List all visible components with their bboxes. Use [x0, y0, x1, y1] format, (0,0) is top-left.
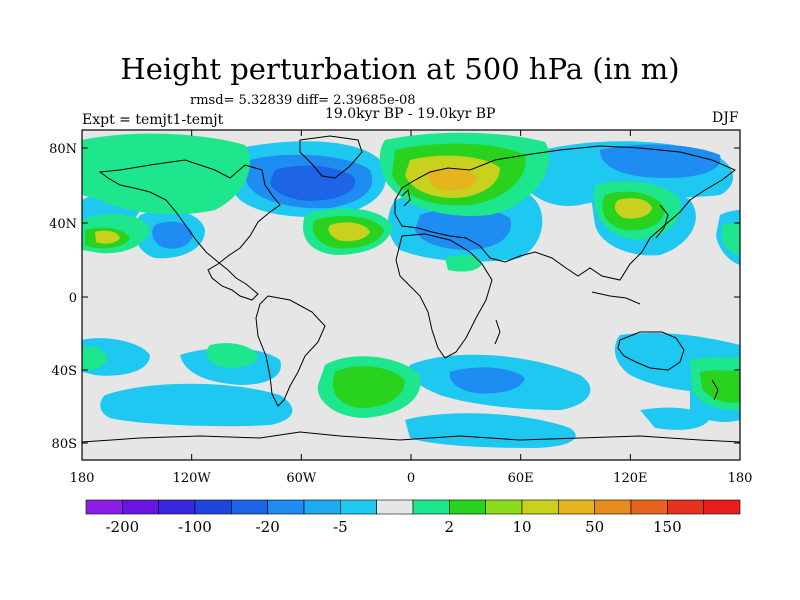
colorbar-swatch: [85, 499, 123, 515]
y-tick-label: 40S: [52, 364, 77, 379]
coastline-japan: [655, 204, 669, 239]
coastline-indonesia: [591, 291, 641, 305]
x-tick-label: 60W: [286, 471, 317, 486]
x-tick-label: 180: [728, 471, 753, 486]
y-axis-ticks: 80N 40N 0 40S 80S: [49, 142, 740, 452]
y-tick-label: 80S: [52, 437, 77, 452]
colorbar-swatch: [231, 499, 268, 515]
coastline-uk: [401, 188, 411, 207]
colorbar-label: 10: [512, 518, 532, 536]
colorbar-swatch: [194, 499, 232, 515]
colorbar-swatch: [158, 499, 196, 515]
x-tick-label: 180: [70, 471, 95, 486]
colorbar-swatch: [267, 499, 305, 515]
coastline-africa: [395, 233, 493, 359]
y-tick-label: 0: [69, 291, 77, 306]
colorbar-swatch: [521, 499, 559, 515]
colorbar-label: -100: [178, 518, 212, 536]
coastline-australia: [617, 331, 685, 371]
colorbar-label: -200: [105, 518, 140, 536]
colorbar: [85, 499, 741, 515]
x-tick-label: 0: [407, 471, 415, 486]
season-label: DJF: [712, 110, 739, 126]
colorbar-swatch: [667, 499, 704, 515]
negative-anomaly-strong: [270, 165, 356, 201]
colorbar-label: -20: [255, 518, 280, 536]
rmsd-diff-label: rmsd= 5.32839 diff= 2.39685e-08: [190, 93, 416, 108]
experiment-label: Expt = temjt1-temjt: [82, 112, 224, 128]
coastline-north-america: [98, 159, 281, 301]
colorbar-swatch: [449, 499, 486, 515]
colorbar-swatch: [412, 499, 450, 515]
y-tick-label: 40N: [49, 217, 77, 232]
x-tick-label: 60E: [508, 471, 534, 486]
colorbar-swatch: [303, 499, 341, 515]
colorbar-swatch: [703, 499, 741, 515]
colorbar-label: -5: [333, 518, 348, 536]
x-tick-label: 120W: [173, 471, 212, 486]
coastline-greenland: [299, 135, 363, 179]
colorbar-swatch: [630, 499, 668, 515]
colorbar-swatch: [340, 499, 377, 515]
colorbar-label: 150: [653, 518, 682, 536]
colorbar-label: 50: [585, 518, 605, 536]
colorbar-swatch: [122, 499, 159, 515]
colorbar-swatch: [594, 499, 632, 515]
period-label: 19.0kyr BP - 19.0kyr BP: [325, 106, 496, 122]
chart-title: Height perturbation at 500 hPa (in m): [120, 52, 680, 86]
x-axis-ticks: 180 120W 60W 0 60E 120E 180: [70, 130, 753, 486]
colorbar-swatch: [558, 499, 595, 515]
coastline-antarctica: [82, 431, 740, 443]
colorbar-swatch: [485, 499, 523, 515]
coastline-south-america: [255, 295, 326, 407]
coastline-madagascar: [494, 319, 501, 345]
positive-anomaly-peak: [428, 168, 478, 191]
x-tick-label: 120E: [613, 471, 647, 486]
y-tick-label: 80N: [49, 142, 77, 157]
coastline-eurasia: [394, 145, 736, 281]
colorbar-swatch: [376, 499, 414, 515]
colorbar-label: 2: [444, 518, 455, 536]
coastlines: [82, 135, 740, 443]
coastline-new-zealand: [711, 379, 719, 401]
